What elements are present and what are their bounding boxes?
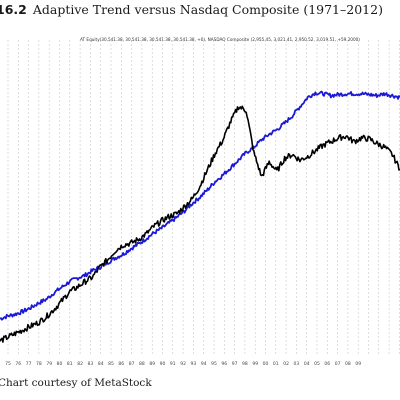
x-tick-label: 81 [67,361,73,367]
x-tick-label: 92 [180,361,186,367]
chart-header-text: AT Equity(30,541.38, 30,541.38, 30,541.3… [80,37,360,42]
x-tick-label: 80 [57,361,63,367]
x-tick-label: 77 [26,361,32,367]
x-tick-label: 85 [108,361,114,367]
x-tick-label: 01 [273,361,279,367]
x-tick-label: 96 [221,361,227,367]
x-tick-label: 08 [345,361,351,367]
x-tick-label: 79 [46,361,52,367]
x-tick-label: 99 [252,361,258,367]
x-tick-label: 09 [355,361,361,367]
x-tick-label: 93 [191,361,197,367]
x-tick-label: 97 [232,361,238,367]
x-tick-label: 07 [335,361,341,367]
series-lines [0,90,400,343]
figure-number: 16.2 [0,2,27,17]
x-tick-label: 83 [88,361,94,367]
x-tick-label: 86 [118,361,124,367]
x-tick-label: 05 [314,361,320,367]
x-tick-label: 75 [5,361,11,367]
figure-title: 16.2 Adaptive Trend versus Nasdaq Composi… [0,2,383,17]
x-tick-label: 94 [201,361,207,367]
x-tick-label: 90 [160,361,166,367]
figure-caption: Chart courtesy of MetaStock [0,377,152,389]
nasdaq-composite-line [0,105,400,343]
x-tick-label: 84 [98,361,104,367]
x-tick-label: 98 [242,361,248,367]
x-tick-label: 78 [36,361,42,367]
x-axis-ticks: 75 76 77 78 79 80 81 82 83 84 85 86 87 88 89 90 91 92 93 94… [5,361,361,367]
x-tick-label: 88 [139,361,145,367]
grid [7,40,400,356]
x-tick-label: 82 [77,361,83,367]
x-tick-label: 76 [15,361,21,367]
x-tick-label: 03 [294,361,300,367]
chart: 75 76 77 78 79 80 81 82 83 84 85 86 87 88 89 90 91 92 93 94… [0,40,400,367]
x-tick-label: 06 [324,361,330,367]
x-tick-label: 91 [170,361,176,367]
x-tick-label: 87 [129,361,135,367]
at-equity-line [0,90,400,321]
figure-title-text: Adaptive Trend versus Nasdaq Composite (… [32,2,383,17]
x-tick-label: 02 [283,361,289,367]
x-tick-label: 89 [149,361,155,367]
x-tick-label: 04 [304,361,310,367]
x-tick-label: 00 [263,361,269,367]
x-tick-label: 95 [211,361,217,367]
